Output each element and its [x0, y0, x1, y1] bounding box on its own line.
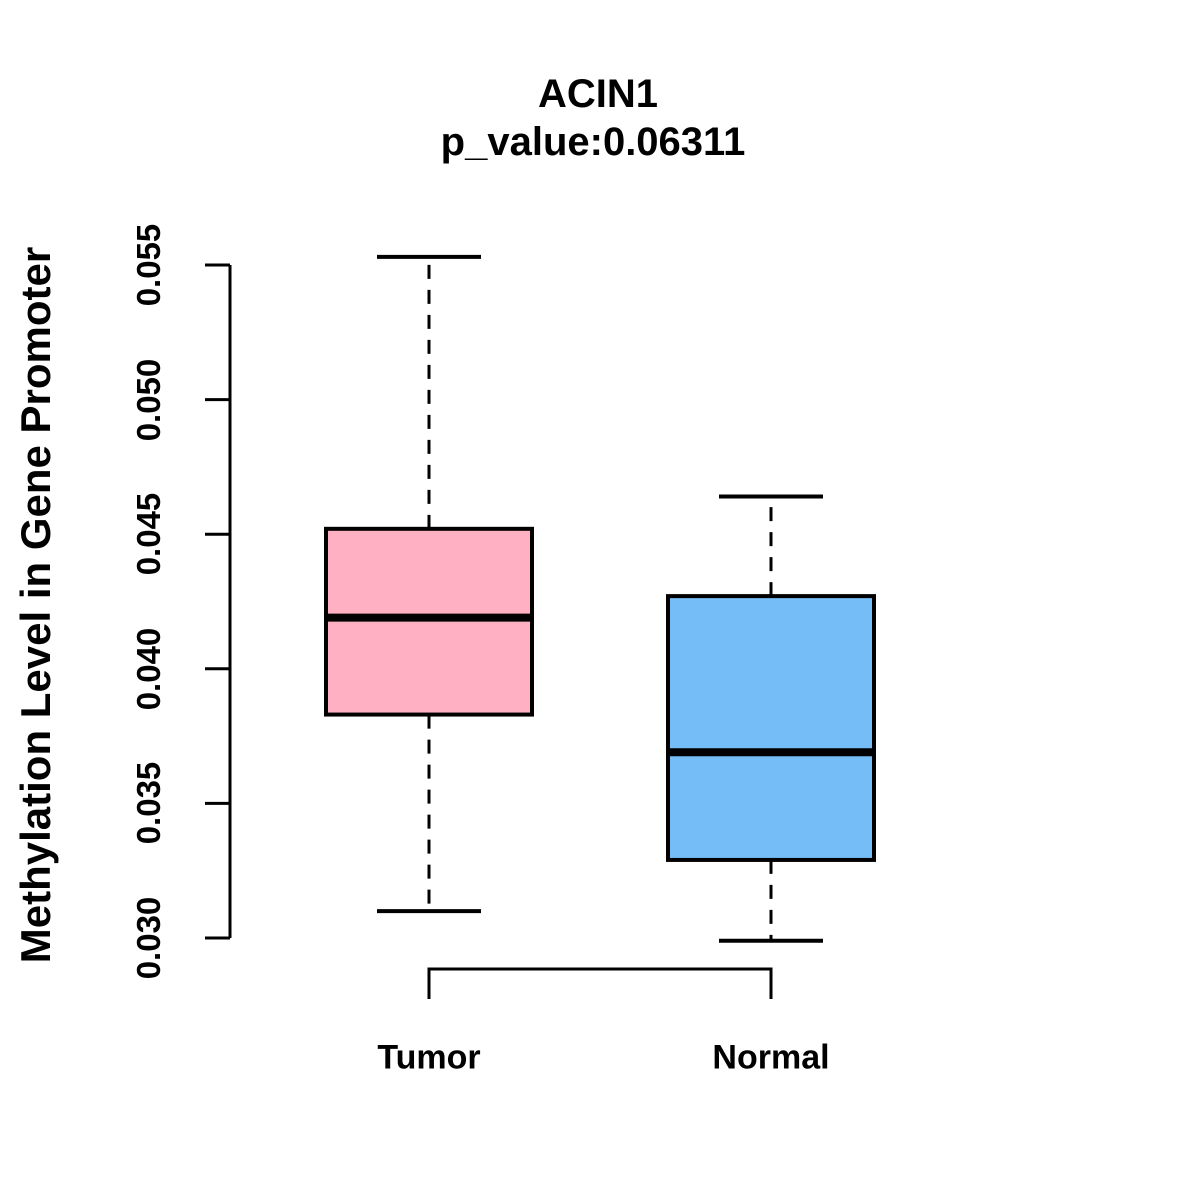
chart-title: ACIN1 — [537, 72, 659, 116]
x-axis-label-tumor: Tumor — [377, 1038, 481, 1077]
x-axis-bracket — [427, 967, 773, 999]
y-tick-label: 0.045 — [130, 492, 167, 576]
y-tick-label: 0.050 — [130, 358, 167, 441]
y-tick-label: 0.040 — [130, 627, 167, 711]
iqr-box-tumor — [324, 526, 534, 717]
chart-subtitle: p_value:0.06311 — [440, 120, 746, 164]
y-tick-label: 0.035 — [130, 762, 167, 845]
y-tick-label: 0.030 — [130, 896, 167, 980]
x-axis-label-normal: Normal — [712, 1038, 830, 1077]
y-tick-label: 0.055 — [130, 223, 167, 307]
iqr-box-normal — [666, 594, 876, 862]
y-axis-title: Methylation Level in Gene Promoter — [12, 246, 59, 964]
